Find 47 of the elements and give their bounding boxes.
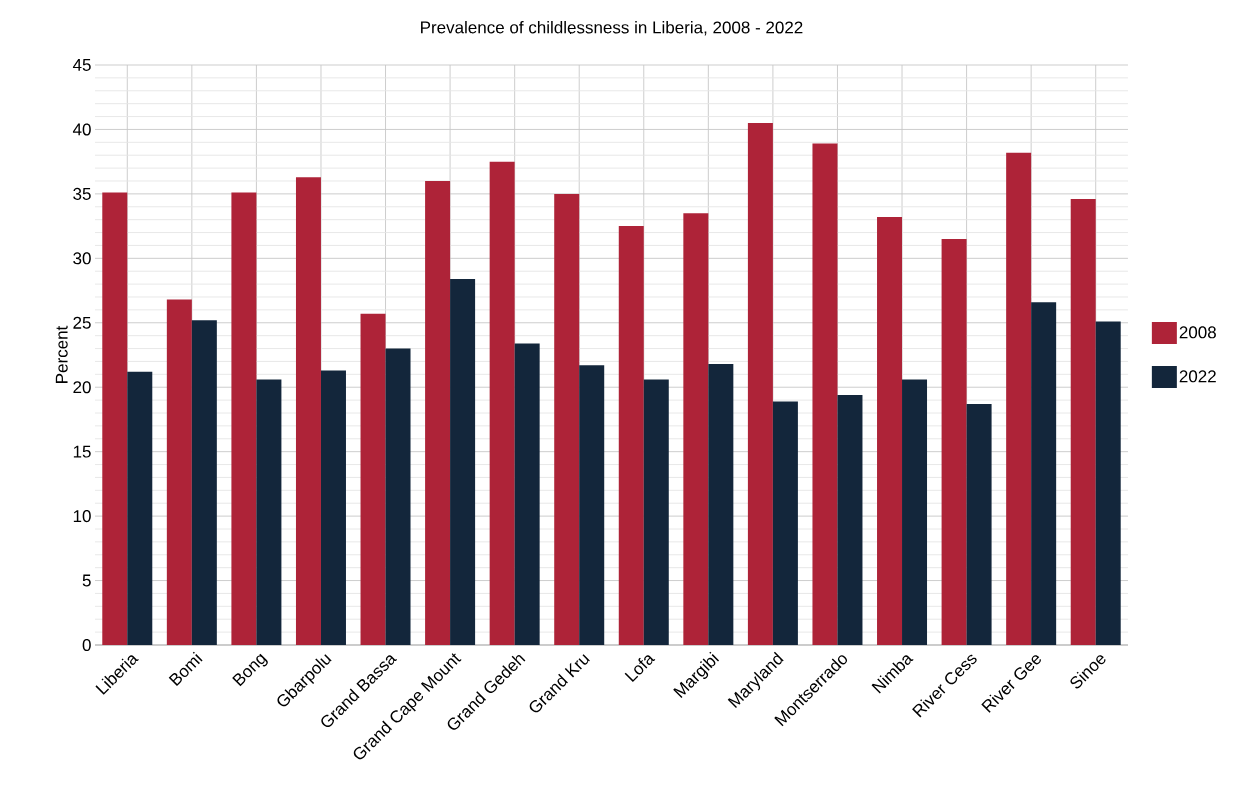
legend-label: 2022 [1179, 370, 1216, 383]
bar [643, 379, 669, 645]
y-tick-label: 35 [73, 187, 91, 200]
bar [489, 161, 515, 645]
bar [425, 181, 451, 645]
y-tick-label: 15 [73, 445, 91, 458]
bar [877, 217, 903, 645]
bar [772, 401, 798, 645]
bar [1095, 321, 1121, 645]
bar [1006, 152, 1032, 645]
y-tick-label: 0 [82, 638, 91, 652]
y-tick-label: 20 [73, 381, 91, 394]
y-tick-label: 30 [73, 252, 91, 265]
bar [747, 123, 773, 645]
bar [579, 365, 605, 645]
bar [231, 192, 257, 645]
bar [127, 371, 153, 645]
y-tick-label: 40 [72, 123, 91, 136]
bar [683, 213, 709, 645]
bar [941, 239, 967, 645]
legend-label: 2008 [1179, 326, 1216, 339]
y-tick-label: 10 [73, 510, 91, 523]
bar [554, 193, 580, 645]
bar [902, 379, 928, 645]
y-tick-label: 45 [72, 59, 91, 71]
bar [1070, 199, 1096, 645]
bar [966, 403, 992, 645]
bar [191, 320, 217, 645]
chart-title: Prevalence of childlessness in Liberia, 2008 - 2022 [421, 20, 803, 36]
bar [837, 394, 863, 645]
bar [385, 348, 411, 645]
bar [450, 278, 476, 645]
x-tick-label: Lofa [624, 655, 656, 683]
bar [812, 143, 838, 645]
y-tick-label: 5 [82, 574, 91, 587]
bar [102, 192, 128, 645]
bar [320, 370, 346, 645]
bar [708, 364, 734, 645]
y-axis-title: Percent [55, 325, 68, 383]
bar [514, 343, 540, 645]
y-tick-label: 25 [73, 316, 91, 329]
bar [256, 379, 282, 645]
bar [166, 299, 192, 645]
bar [1031, 302, 1057, 645]
bar [360, 313, 386, 645]
bar [295, 177, 321, 645]
bar [618, 226, 644, 645]
